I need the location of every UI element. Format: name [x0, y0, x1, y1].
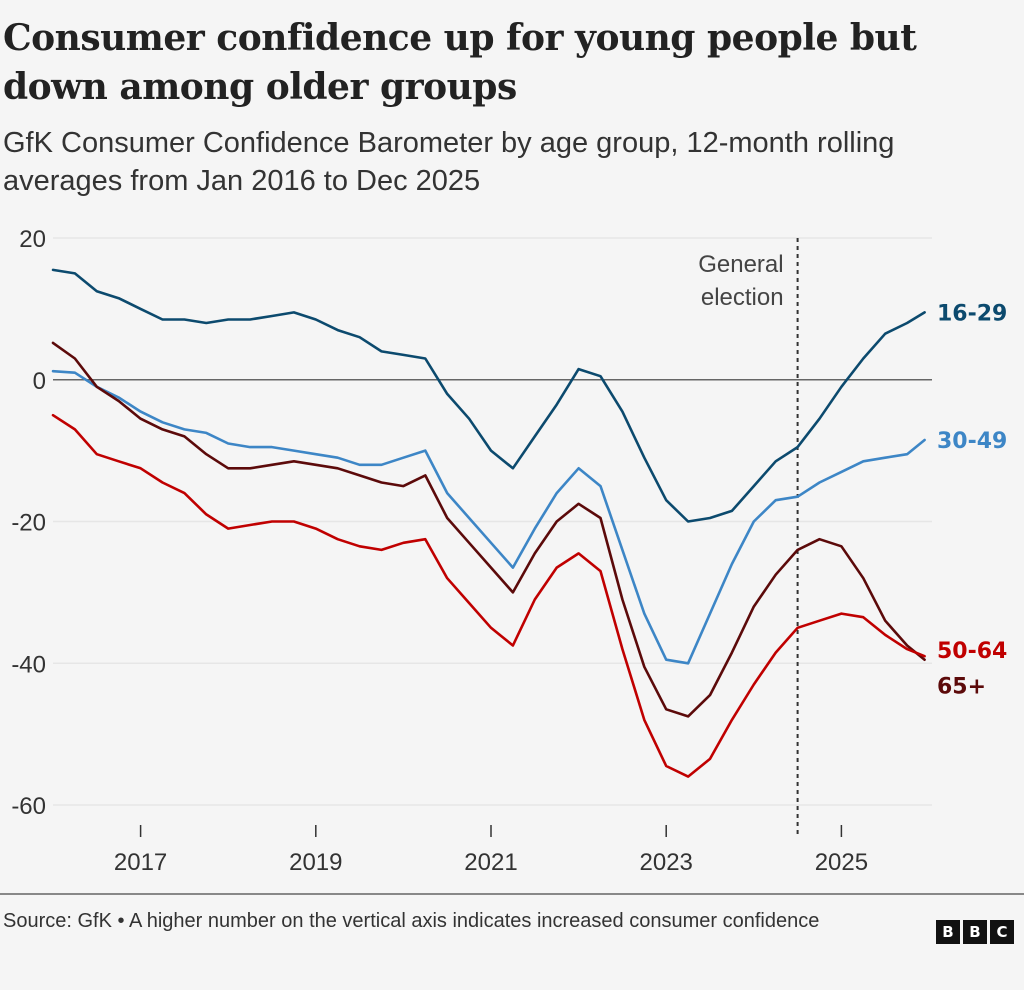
chart-subtitle: GfK Consumer Confidence Barometer by age… — [3, 127, 895, 197]
bbc-logo-letter: B — [963, 920, 987, 944]
y-axis: 20 0 -20 -40 -60 — [11, 226, 46, 820]
y-tick-label: 20 — [19, 226, 46, 253]
footer-divider — [0, 893, 1024, 895]
x-tick-label: 2019 — [289, 849, 342, 876]
x-axis: 2017 2019 2021 2023 2025 — [114, 825, 868, 876]
series-label-50-64: 50-64 — [937, 639, 1007, 664]
annotation-layer: General election — [698, 238, 799, 835]
series-line-50-64 — [51, 413, 926, 778]
y-tick-label: -40 — [11, 651, 46, 678]
y-tick-label: 0 — [33, 368, 46, 395]
y-tick-label: -20 — [11, 510, 46, 537]
general-election-label: election — [701, 284, 784, 311]
bbc-logo: B B C — [936, 920, 1014, 944]
x-tick-label: 2025 — [815, 849, 868, 876]
bbc-logo-letter: C — [990, 920, 1014, 944]
x-tick-label: 2023 — [640, 849, 693, 876]
chart-title: Consumer confidence up for young people … — [3, 17, 917, 108]
series-label-30-49: 30-49 — [937, 429, 1007, 454]
source-note: Source: GfK • A higher number on the ver… — [3, 910, 820, 932]
series-label-16-29: 16-29 — [937, 301, 1007, 326]
series-labels: 16-29 30-49 65+ 50-64 — [937, 301, 1007, 699]
x-tick-label: 2021 — [464, 849, 517, 876]
line-chart: 20 0 -20 -40 -60 2017 2019 2021 2023 2025 Genera… — [11, 226, 1007, 876]
general-election-label: General — [698, 251, 783, 278]
y-tick-label: -60 — [11, 793, 46, 820]
series-line-16-29 — [51, 268, 926, 523]
series-layer — [51, 268, 926, 778]
series-label-65plus: 65+ — [937, 675, 986, 700]
gridlines — [53, 237, 932, 806]
series-line-30-49 — [51, 369, 926, 665]
bbc-logo-letter: B — [936, 920, 960, 944]
series-line-65plus — [51, 341, 926, 718]
x-tick-label: 2017 — [114, 849, 167, 876]
